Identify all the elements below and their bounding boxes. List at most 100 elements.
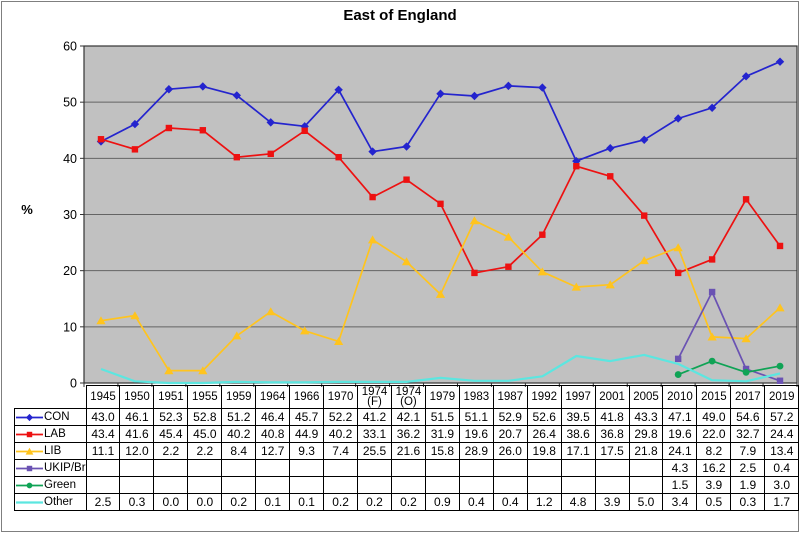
chart-title: East of England (343, 7, 457, 24)
value-cell: 52.8 (187, 408, 223, 426)
value-cell: 2.2 (187, 442, 223, 460)
value-cell: 51.2 (221, 408, 257, 426)
marker-square (233, 154, 240, 161)
legend-cell: Green (14, 476, 87, 494)
series-name-label: Other (44, 496, 73, 508)
table-row-other: Other 2.5 0.3 0.0 0.0 0.2 0.1 0.1 0.2 0.2 0.2 0.9 0.… (14, 493, 800, 511)
value-cell (492, 459, 528, 477)
legend-cell: Other (14, 493, 87, 511)
marker-square (26, 431, 33, 437)
legend-ukip-br-icon (16, 465, 43, 471)
value-cell (390, 476, 426, 494)
value-cell (221, 476, 257, 494)
value-cell: 2.5 (85, 493, 121, 511)
marker-diamond (130, 119, 140, 129)
table-row-lab: LAB 43.4 41.6 45.4 45.0 40.2 40.8 44.9 40.2 33.1 3… (14, 425, 800, 443)
value-cell (119, 476, 155, 494)
value-cell: 26.4 (526, 425, 562, 443)
y-tick-label: 60 (63, 40, 77, 54)
value-cell: 4.8 (560, 493, 596, 511)
marker-triangle (707, 332, 717, 341)
value-cell (560, 476, 596, 494)
value-cell: 9.3 (289, 442, 325, 460)
year-header: 1950 (119, 385, 155, 409)
value-cell (526, 459, 562, 477)
marker-triangle (300, 326, 310, 335)
marker-triangle (25, 447, 34, 455)
value-cell: 11.1 (85, 442, 121, 460)
value-cell: 47.1 (662, 408, 698, 426)
table-row-green: Green 1.5 3.9 1.9 3.0 (14, 476, 800, 494)
value-cell: 3.9 (594, 493, 630, 511)
marker-square (641, 212, 648, 219)
value-cell (560, 459, 596, 477)
value-cell: 0.4 (458, 493, 494, 511)
value-cell: 39.5 (560, 408, 596, 426)
marker-triangle (469, 216, 480, 225)
marker-diamond (25, 413, 34, 421)
marker-square (165, 124, 173, 132)
y-tick-label: 50 (63, 96, 77, 110)
marker-square (674, 269, 682, 277)
value-cell: 0.4 (492, 493, 528, 511)
marker-square (369, 193, 376, 201)
year-header: 1959 (221, 385, 257, 409)
value-cell: 3.4 (662, 493, 698, 511)
year-header: 1974 (O) (390, 385, 426, 409)
year-header: 1970 (323, 385, 359, 409)
value-cell: 28.9 (458, 442, 494, 460)
value-cell: 0.1 (255, 493, 291, 511)
marker-triangle (401, 257, 412, 266)
value-cell: 12.7 (255, 442, 291, 460)
value-cell: 36.8 (594, 425, 630, 443)
series-other (100, 353, 781, 385)
year-header: 1955 (187, 385, 223, 409)
value-cell (187, 476, 223, 494)
value-cell: 0.1 (289, 493, 325, 511)
legend-con-icon (16, 413, 43, 421)
y-axis-label: % (21, 202, 33, 217)
series-line (677, 291, 781, 382)
value-cell: 3.9 (696, 476, 732, 494)
marker-square (505, 263, 512, 270)
year-header: 2001 (594, 385, 630, 409)
value-cell (119, 459, 155, 477)
value-cell: 0.2 (390, 493, 426, 511)
marker-triangle (775, 303, 785, 312)
year-header: 1951 (153, 385, 189, 409)
legend-cell: LIB (14, 442, 87, 460)
marker-diamond (504, 81, 513, 91)
value-cell: 16.2 (696, 459, 732, 477)
value-cell: 19.6 (458, 425, 494, 443)
value-cell (390, 459, 426, 477)
value-cell (357, 459, 392, 477)
value-cell: 36.2 (390, 425, 426, 443)
year-header: 1974 (F) (357, 385, 392, 409)
y-tick-label: 0 (70, 377, 77, 391)
value-cell: 17.1 (560, 442, 596, 460)
value-cell (85, 459, 121, 477)
marker-diamond (266, 118, 275, 127)
value-cell: 41.2 (357, 408, 392, 426)
value-cell (526, 476, 562, 494)
value-cell: 0.4 (764, 459, 800, 477)
value-cell: 21.8 (628, 442, 664, 460)
value-cell: 51.5 (424, 408, 460, 426)
value-cell: 0.0 (153, 493, 189, 511)
marker-diamond (436, 89, 445, 98)
marker-diamond (334, 85, 343, 95)
value-cell (628, 476, 664, 494)
marker-square (776, 242, 784, 250)
marker-square (607, 173, 614, 180)
value-cell: 5.0 (628, 493, 664, 511)
value-cell: 3.0 (764, 476, 800, 494)
marker-diamond (741, 72, 751, 81)
marker-diamond (640, 135, 649, 144)
series-name-label: Green (44, 479, 76, 491)
value-cell: 43.4 (85, 425, 121, 443)
year-header: 1987 (492, 385, 528, 409)
marker-circle (26, 482, 33, 488)
marker-diamond (606, 144, 615, 153)
marker-circle (708, 357, 716, 365)
value-cell: 2.5 (730, 459, 766, 477)
